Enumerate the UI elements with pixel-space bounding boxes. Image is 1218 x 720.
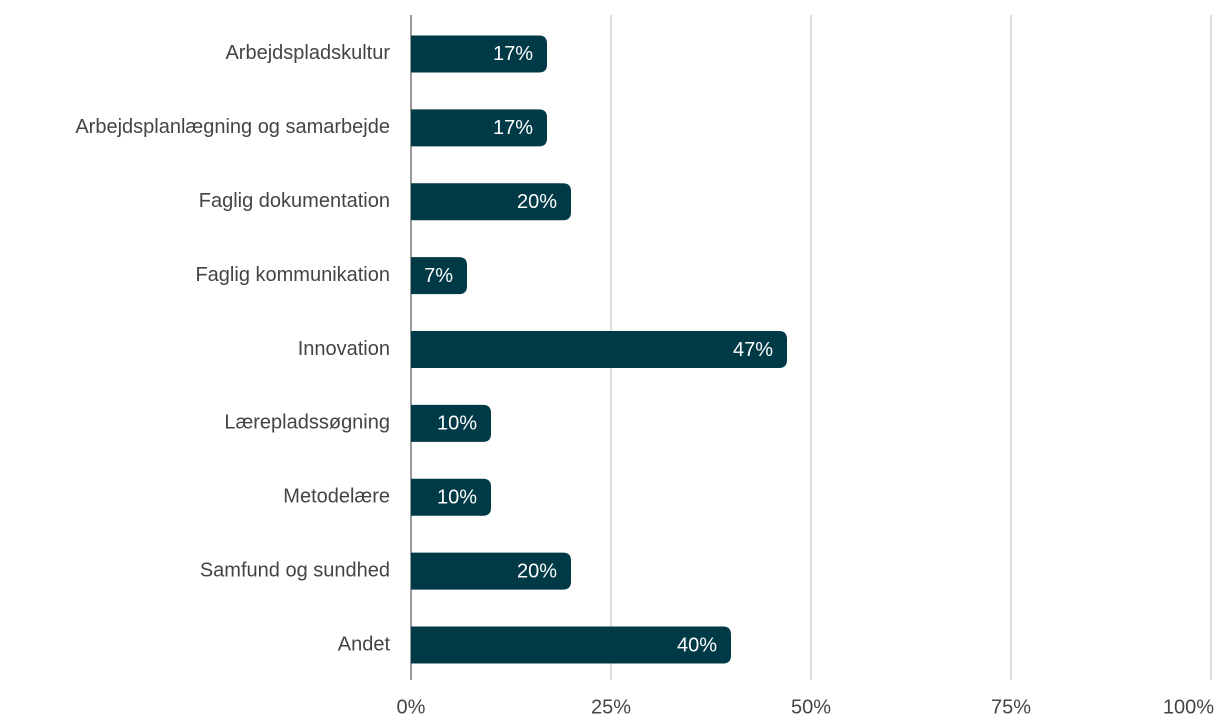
bar [411, 552, 571, 590]
value-label: 20% [517, 191, 557, 213]
value-label: 7% [424, 265, 453, 287]
x-tick-label: 100% [1163, 696, 1214, 718]
bar [411, 183, 571, 221]
y-tick-label: Metodelære [283, 486, 390, 508]
x-tick-label: 25% [591, 696, 631, 718]
value-label: 10% [437, 487, 477, 509]
value-label: 20% [517, 560, 557, 582]
x-tick-label: 0% [397, 696, 426, 718]
bar [411, 331, 787, 368]
value-label: 47% [733, 339, 773, 361]
x-tick-label: 75% [991, 696, 1031, 718]
y-tick-label: Faglig kommunikation [195, 264, 390, 286]
y-tick-label: Arbejdspladskultur [225, 42, 390, 64]
y-tick-label: Innovation [298, 338, 390, 360]
bar [411, 404, 491, 442]
y-tick-label: Andet [338, 633, 391, 655]
x-tick-label: 50% [791, 696, 831, 718]
bar [411, 478, 491, 516]
value-label: 10% [437, 413, 477, 435]
value-label: 40% [677, 634, 717, 656]
y-tick-label: Samfund og sundhed [200, 559, 390, 581]
bar [411, 626, 731, 664]
y-tick-label: Arbejdsplanlægning og samarbejde [75, 116, 390, 138]
bar [411, 257, 467, 295]
bar [411, 35, 547, 73]
value-label: 17% [493, 43, 533, 65]
bar [411, 109, 547, 147]
y-tick-label: Lærepladssøgning [224, 412, 390, 434]
y-tick-label: Faglig dokumentation [199, 190, 390, 212]
value-label: 17% [493, 117, 533, 139]
